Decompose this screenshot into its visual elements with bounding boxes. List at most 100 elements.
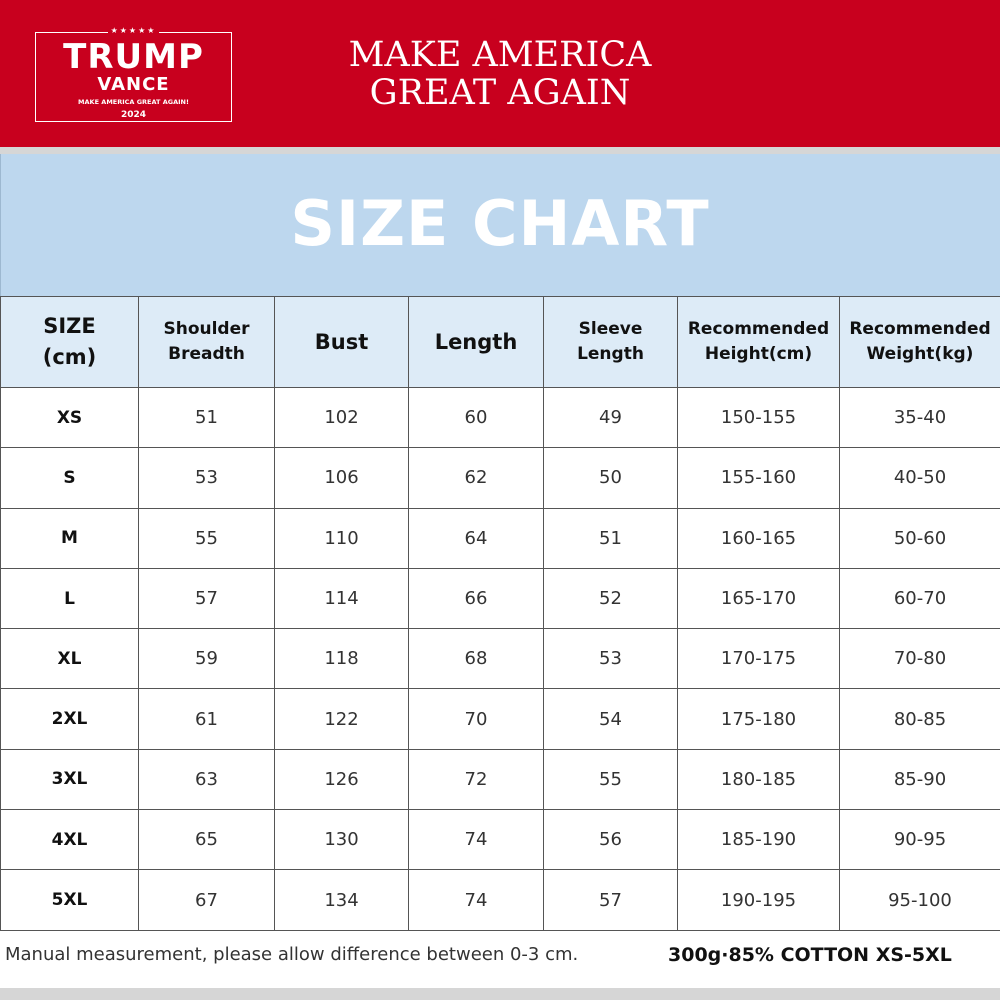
- title-band: [0, 154, 1000, 296]
- header-shoulder-breadth-line1: Shoulder: [163, 319, 250, 339]
- cell-recommended-height: 170-175: [677, 628, 840, 690]
- cell-recommended-height: 160-165: [677, 507, 840, 569]
- cell-recommended-height: 190-195: [677, 869, 840, 931]
- logo-stars: ★★★★★: [107, 26, 160, 35]
- cell-recommended-weight: 95-100: [839, 869, 1000, 931]
- cell-sleeve-length: 50: [543, 447, 678, 509]
- header-recommended-height-line1: Recommended: [687, 319, 830, 339]
- cell-shoulder-breadth: 63: [138, 748, 275, 811]
- table-row: 5XL 67 134 74 57 190-195 95-100: [0, 869, 1000, 931]
- cell-recommended-height: 175-180: [677, 688, 840, 750]
- table-row: 2XL 61 122 70 54 175-180 80-85: [0, 688, 1000, 750]
- slogan: MAKE AMERICA GREAT AGAIN: [300, 36, 700, 112]
- cell-bust: 122: [274, 688, 409, 750]
- size-cell: M: [0, 507, 139, 569]
- cell-length: 68: [408, 628, 544, 690]
- size-cell: 4XL: [0, 809, 139, 871]
- page-title: SIZE CHART: [290, 187, 710, 260]
- size-table: SIZE (cm) Shoulder Breadth Bust Length Sleeve L…: [0, 296, 1000, 931]
- header-recommended-height: Recommended Height(cm): [677, 296, 840, 388]
- header-bust: Bust: [274, 296, 409, 388]
- header-sleeve-length: Sleeve Length: [543, 296, 678, 388]
- cell-shoulder-breadth: 61: [138, 688, 275, 750]
- cell-bust: 106: [274, 447, 409, 509]
- cell-recommended-height: 185-190: [677, 809, 840, 871]
- cell-bust: 102: [274, 386, 409, 449]
- cell-shoulder-breadth: 57: [138, 567, 275, 630]
- cell-recommended-weight: 80-85: [839, 688, 1000, 750]
- cell-shoulder-breadth: 53: [138, 447, 275, 509]
- header-sleeve-length-line2: Length: [577, 344, 644, 364]
- header-recommended-weight: Recommended Weight(kg): [839, 296, 1000, 388]
- cell-shoulder-breadth: 67: [138, 869, 275, 931]
- header-shoulder-breadth-line2: Breadth: [168, 344, 245, 364]
- logo-line-1: TRUMP: [63, 37, 204, 77]
- table-row: S 53 106 62 50 155-160 40-50: [0, 447, 1000, 509]
- cell-recommended-height: 165-170: [677, 567, 840, 630]
- cell-recommended-height: 150-155: [677, 386, 840, 449]
- table-row: L 57 114 66 52 165-170 60-70: [0, 567, 1000, 630]
- cell-recommended-weight: 85-90: [839, 748, 1000, 811]
- cell-recommended-weight: 90-95: [839, 809, 1000, 871]
- cell-recommended-weight: 70-80: [839, 628, 1000, 690]
- header-banner: ★★★★★ TRUMP VANCE MAKE AMERICA GREAT AGA…: [0, 0, 1000, 147]
- divider: [0, 147, 1000, 154]
- header-length-line1: Length: [434, 329, 518, 354]
- cell-shoulder-breadth: 55: [138, 507, 275, 569]
- cell-recommended-weight: 35-40: [839, 386, 1000, 449]
- logo-line-4: 2024: [120, 110, 147, 120]
- table-row: XL 59 118 68 53 170-175 70-80: [0, 628, 1000, 690]
- size-cell: 2XL: [0, 688, 139, 750]
- cell-bust: 126: [274, 748, 409, 811]
- cell-sleeve-length: 54: [543, 688, 678, 750]
- table-row: XS 51 102 60 49 150-155 35-40: [0, 386, 1000, 449]
- cell-bust: 130: [274, 809, 409, 871]
- cell-length: 74: [408, 869, 544, 931]
- cell-bust: 110: [274, 507, 409, 569]
- cell-recommended-weight: 40-50: [839, 447, 1000, 509]
- header-size-line1: SIZE: [43, 314, 96, 338]
- header-size-line2: (cm): [42, 345, 97, 369]
- logo-line-2: VANCE: [97, 74, 170, 95]
- header-recommended-weight-line1: Recommended: [849, 319, 991, 339]
- cell-length: 72: [408, 748, 544, 811]
- cell-recommended-height: 155-160: [677, 447, 840, 509]
- header-shoulder-breadth: Shoulder Breadth: [138, 296, 275, 388]
- size-cell: 5XL: [0, 869, 139, 931]
- cell-shoulder-breadth: 51: [138, 386, 275, 449]
- header-recommended-weight-line2: Weight(kg): [866, 344, 974, 364]
- cell-sleeve-length: 53: [543, 628, 678, 690]
- cell-sleeve-length: 49: [543, 386, 678, 449]
- cell-shoulder-breadth: 65: [138, 809, 275, 871]
- table-row: M 55 110 64 51 160-165 50-60: [0, 507, 1000, 569]
- table-row: 3XL 63 126 72 55 180-185 85-90: [0, 748, 1000, 811]
- header-row: SIZE (cm) Shoulder Breadth Bust Length Sleeve L…: [0, 296, 1000, 388]
- cell-bust: 114: [274, 567, 409, 630]
- slogan-line-2: GREAT AGAIN: [369, 73, 631, 113]
- cell-length: 62: [408, 447, 544, 509]
- cell-length: 70: [408, 688, 544, 750]
- cell-sleeve-length: 57: [543, 869, 678, 931]
- header-size: SIZE (cm): [0, 296, 139, 388]
- size-cell: L: [0, 567, 139, 630]
- header-recommended-height-line2: Height(cm): [704, 344, 813, 364]
- cell-length: 60: [408, 386, 544, 449]
- cell-sleeve-length: 55: [543, 748, 678, 811]
- size-cell: S: [0, 447, 139, 509]
- header-bust-line1: Bust: [314, 329, 369, 354]
- cell-recommended-weight: 60-70: [839, 567, 1000, 630]
- header-length: Length: [408, 296, 544, 388]
- cell-recommended-height: 180-185: [677, 748, 840, 811]
- cell-sleeve-length: 51: [543, 507, 678, 569]
- slogan-line-1: MAKE AMERICA: [348, 35, 652, 75]
- header-sleeve-length-line1: Sleeve: [578, 319, 643, 339]
- cell-recommended-weight: 50-60: [839, 507, 1000, 569]
- size-cell: 3XL: [0, 748, 139, 811]
- cell-length: 64: [408, 507, 544, 569]
- table-body: XS 51 102 60 49 150-155 35-40 S 53 106 62 50 155-160…: [0, 386, 1000, 931]
- measurement-note: Manual measurement, please allow differe…: [5, 944, 579, 965]
- size-cell: XL: [0, 628, 139, 690]
- size-cell: XS: [0, 386, 139, 449]
- cell-length: 66: [408, 567, 544, 630]
- cell-sleeve-length: 56: [543, 809, 678, 871]
